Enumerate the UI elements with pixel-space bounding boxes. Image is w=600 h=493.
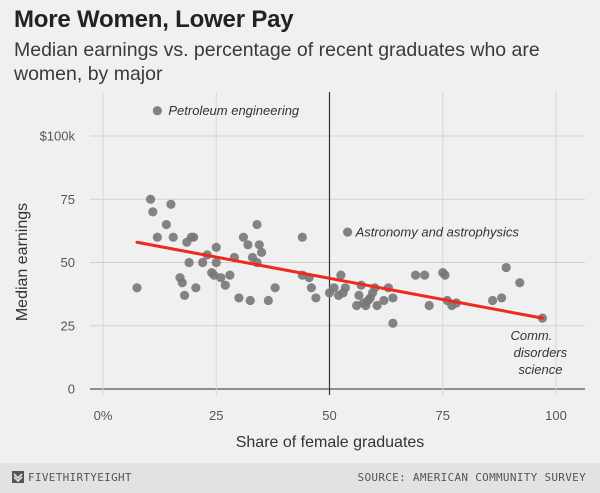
y-axis-label: Median earnings [14, 203, 31, 321]
data-point [225, 270, 235, 280]
x-axis-label: Share of female graduates [236, 434, 425, 451]
data-point [270, 283, 280, 293]
data-point [388, 293, 398, 303]
y-tick-label: $100k [40, 129, 76, 144]
data-point [424, 300, 434, 311]
annotation-petroleum-engineering: Petroleum engineering [168, 103, 300, 118]
y-tick-label: 25 [61, 318, 75, 333]
data-point [245, 295, 255, 306]
data-point [177, 278, 187, 288]
data-point [168, 232, 178, 242]
data-point [410, 270, 421, 280]
data-point [372, 300, 382, 311]
source-note: SOURCE: AMERICAN COMMUNITY SURVEY [357, 471, 586, 484]
y-tick-label: 50 [61, 255, 75, 270]
data-point [501, 262, 511, 273]
annotation-comm-disorders-line: disorders [514, 345, 568, 360]
data-point [379, 295, 389, 306]
data-point [191, 283, 201, 293]
data-point [497, 293, 507, 303]
data-point [343, 227, 353, 237]
data-point [184, 257, 194, 268]
x-tick-label: 0% [94, 408, 113, 423]
annotation-comm-disorders-line: Comm. [510, 328, 552, 343]
data-point [152, 232, 162, 242]
x-tick-label: 50 [322, 408, 336, 423]
chart-title: More Women, Lower Pay [14, 6, 294, 33]
data-point [220, 280, 230, 290]
data-point [306, 283, 316, 293]
chart-subtitle: Median earnings vs. percentage of recent… [14, 39, 540, 85]
data-point [388, 318, 398, 328]
data-point [336, 270, 346, 280]
x-tick-label: 25 [209, 408, 223, 423]
data-point [148, 207, 158, 217]
data-point [211, 257, 221, 268]
scatter-chart: 0% 25 50 75 100 0 25 50 75 $100k Petroleum engin… [14, 92, 585, 451]
trend-line [135, 240, 544, 320]
data-point [252, 219, 262, 230]
data-point [198, 257, 208, 268]
data-point [515, 278, 525, 288]
y-tick-label: 0 [68, 382, 75, 397]
data-point [311, 293, 321, 303]
data-point [216, 273, 226, 283]
data-point [152, 106, 162, 116]
data-point [420, 270, 430, 280]
data-point [440, 270, 450, 280]
data-point [243, 240, 253, 250]
data-point [256, 247, 267, 257]
data-point [166, 199, 176, 209]
x-tick-label: 100 [545, 408, 567, 423]
data-point [487, 295, 498, 306]
data-point [238, 232, 249, 242]
data-point [179, 290, 190, 300]
data-point [340, 283, 350, 293]
annotation-comm-disorders-line: science [518, 362, 562, 377]
annotations: Petroleum engineering Astronomy and astro… [168, 103, 567, 377]
data-point [254, 240, 264, 250]
footer-bar: FIVETHIRTYEIGHT SOURCE: AMERICAN COMMUNI… [0, 463, 600, 493]
data-point [189, 232, 199, 242]
data-point [161, 219, 172, 230]
data-point [234, 293, 244, 303]
data-point [145, 194, 156, 204]
brand-name: FIVETHIRTYEIGHT [28, 471, 132, 484]
y-tick-label: 75 [61, 192, 75, 207]
fivethirtyeight-logo-icon [12, 471, 24, 483]
x-axis-ticks: 0% 25 50 75 100 [94, 408, 567, 423]
data-points [132, 106, 548, 328]
data-point [354, 290, 364, 300]
data-point [211, 242, 221, 252]
annotation-astronomy: Astronomy and astrophysics [355, 225, 520, 240]
data-point [132, 283, 142, 293]
y-axis-ticks: 0 25 50 75 $100k [40, 129, 76, 397]
x-tick-label: 75 [436, 408, 450, 423]
data-point [329, 283, 339, 293]
trend-line-group [135, 240, 544, 320]
grid [90, 92, 585, 395]
brand: FIVETHIRTYEIGHT [12, 471, 132, 484]
data-point [297, 232, 307, 242]
data-point [263, 295, 273, 306]
